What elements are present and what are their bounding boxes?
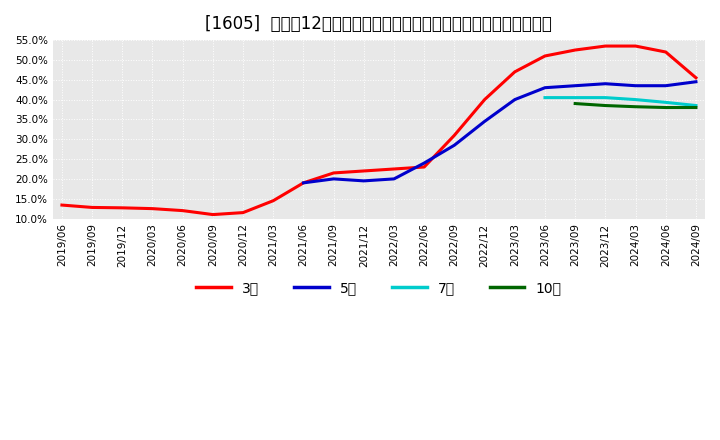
Legend: 3年, 5年, 7年, 10年: 3年, 5年, 7年, 10年 [191, 276, 567, 301]
Title: [1605]  売上高12か月移動合計の対前年同期増減率の標準偏差の推移: [1605] 売上高12か月移動合計の対前年同期増減率の標準偏差の推移 [205, 15, 552, 33]
